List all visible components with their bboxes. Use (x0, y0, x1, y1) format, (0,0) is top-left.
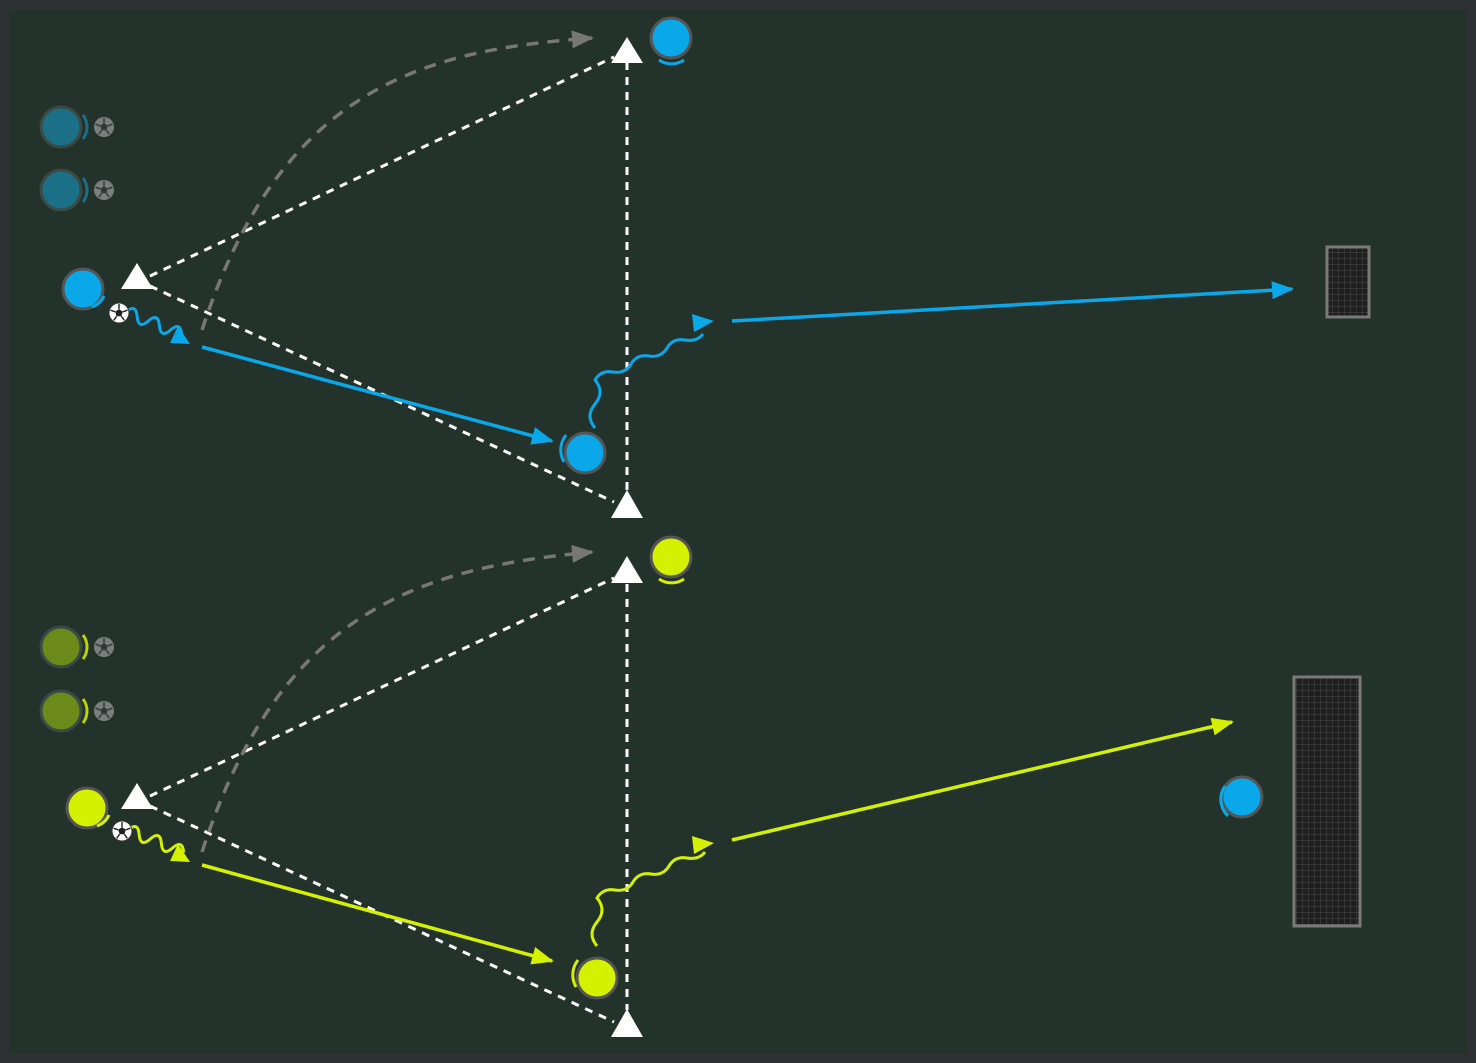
player-icon (39, 625, 83, 669)
player-icon (65, 786, 109, 830)
ball-icon (93, 116, 115, 138)
player-starter (65, 786, 133, 842)
waiting-player (39, 689, 115, 733)
player-top (649, 535, 693, 585)
arrow-icon (692, 314, 714, 332)
player-receiver (571, 956, 619, 1000)
player-icon (649, 16, 693, 60)
player-top (649, 16, 693, 66)
ball-icon (111, 820, 133, 842)
arrow-icon (170, 844, 190, 862)
arrow-icon (170, 326, 190, 344)
player-icon (39, 105, 83, 149)
player-icon (39, 689, 83, 733)
player-icon (39, 168, 83, 212)
cone-icon (611, 556, 643, 583)
arrow-icon (692, 836, 714, 854)
waiting-player (39, 105, 115, 149)
shot-arrow (731, 717, 1234, 842)
drill-blue (39, 16, 1371, 518)
passing-line (149, 55, 615, 278)
ball-icon (108, 302, 130, 324)
player-icon (61, 267, 105, 311)
passing-line (149, 576, 615, 798)
waiting-player (39, 168, 115, 212)
ball-icon (93, 636, 115, 658)
player-icon (563, 431, 607, 475)
goal-icon (1292, 675, 1362, 928)
dribble-path (588, 333, 705, 429)
pass-arrow (201, 345, 554, 445)
dribble-path (127, 824, 186, 853)
pass-arrow (201, 863, 554, 965)
cone-icon (611, 1009, 643, 1037)
cone-icon (611, 37, 643, 63)
ball-icon (93, 179, 115, 201)
cone-icon (121, 263, 153, 289)
player-icon (575, 956, 619, 1000)
player-receiver (559, 431, 607, 475)
dribble-path (125, 306, 184, 335)
player-icon (1220, 775, 1264, 819)
run-path (200, 30, 594, 331)
cone-icon (121, 783, 153, 809)
pitch (10, 10, 1466, 1053)
ball-icon (93, 700, 115, 722)
waiting-player (39, 625, 115, 669)
goal-icon (1325, 245, 1371, 319)
player-starter (61, 267, 130, 324)
cone-icon (611, 490, 643, 518)
player-icon (649, 535, 693, 579)
goalkeeper (1219, 775, 1264, 819)
drill-yellow (39, 535, 1362, 1037)
dribble-path (590, 851, 707, 947)
shot-arrow (731, 281, 1294, 323)
